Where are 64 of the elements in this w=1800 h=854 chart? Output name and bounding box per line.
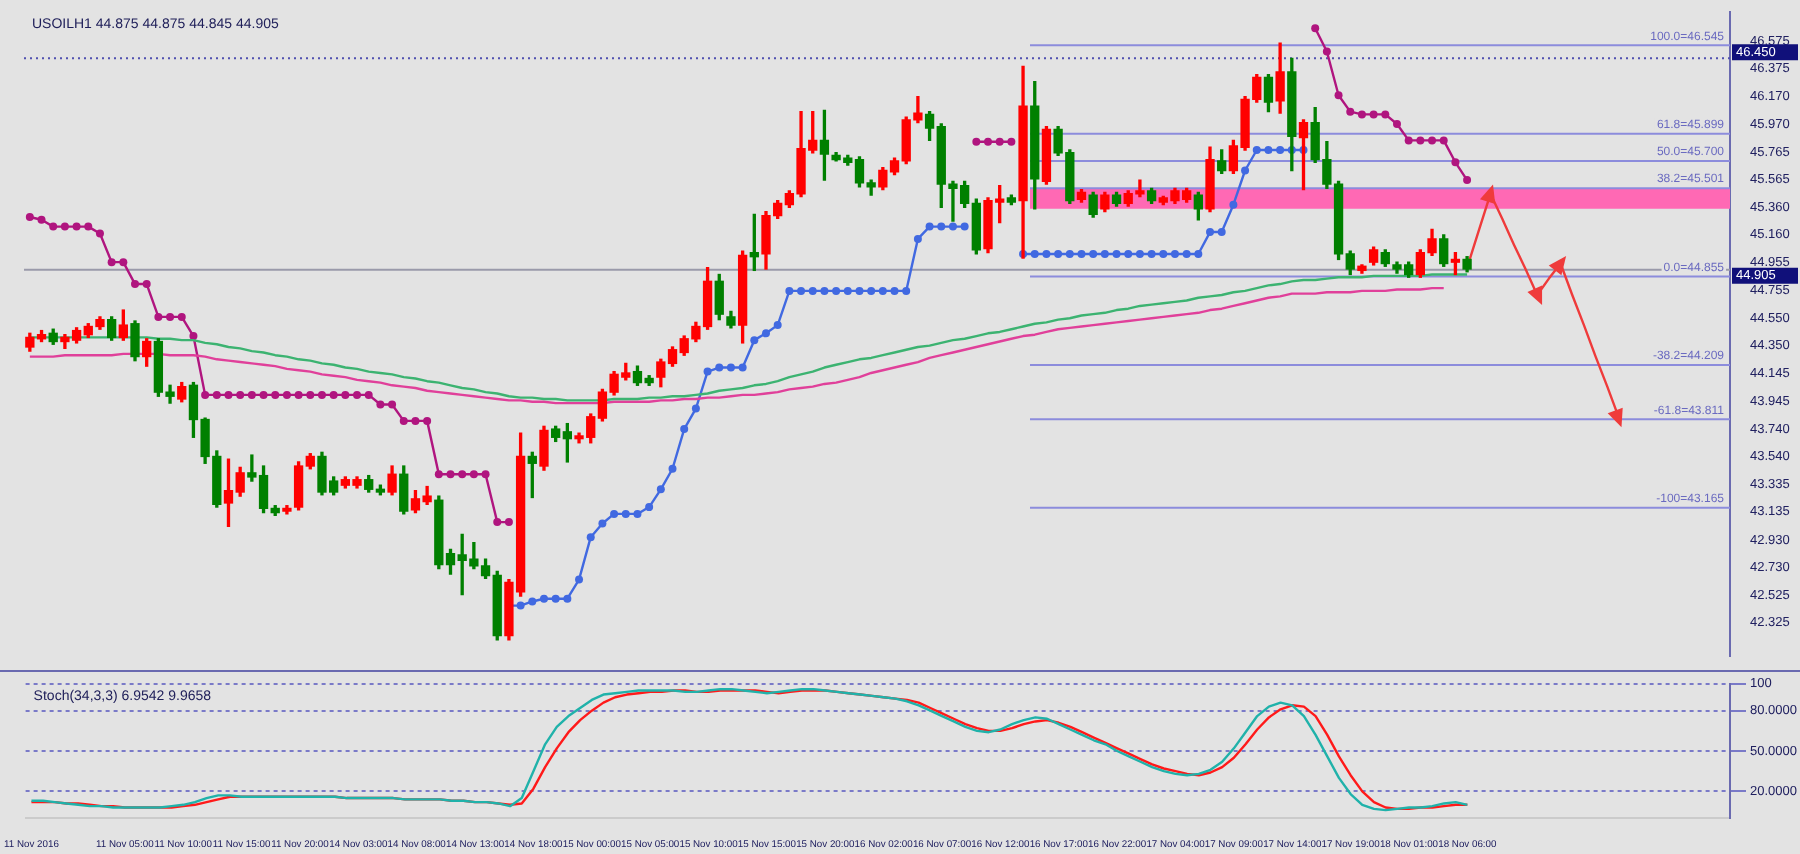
point [481, 470, 490, 479]
point [388, 400, 397, 409]
point [119, 258, 128, 267]
point [1608, 407, 1624, 428]
point [317, 390, 326, 399]
point [142, 280, 151, 289]
point [458, 470, 467, 479]
point [282, 390, 291, 399]
point [1428, 136, 1437, 145]
point [493, 518, 502, 527]
point [423, 416, 432, 425]
point [399, 416, 408, 425]
point [1311, 24, 1320, 33]
point [1404, 136, 1413, 145]
point [1549, 255, 1567, 275]
point [995, 137, 1004, 146]
point [259, 390, 268, 399]
point [1346, 107, 1355, 116]
point [1369, 110, 1378, 119]
point [376, 400, 385, 409]
point [166, 312, 175, 321]
point [411, 416, 420, 425]
point [364, 390, 373, 399]
point [306, 390, 315, 399]
point [294, 390, 303, 399]
point [1381, 110, 1390, 119]
point [1392, 119, 1401, 128]
point [1480, 184, 1496, 204]
point [107, 258, 116, 267]
point [212, 390, 221, 399]
point [972, 137, 981, 146]
point [1451, 158, 1460, 167]
point [49, 222, 58, 231]
point [984, 137, 993, 146]
point [1007, 137, 1016, 146]
point [72, 222, 81, 231]
point [37, 215, 46, 224]
point [84, 222, 93, 231]
point [1334, 91, 1343, 100]
point [1416, 136, 1425, 145]
point [1439, 136, 1448, 145]
point [154, 312, 163, 321]
point [341, 390, 350, 399]
point [1357, 110, 1366, 119]
point [224, 390, 233, 399]
point [353, 390, 362, 399]
point [1526, 284, 1542, 305]
point [446, 470, 455, 479]
point [60, 222, 69, 231]
point [469, 470, 478, 479]
point [247, 390, 256, 399]
point [95, 229, 104, 238]
point [131, 280, 140, 289]
point [1463, 176, 1472, 185]
point [236, 390, 245, 399]
point [271, 390, 280, 399]
point [329, 390, 338, 399]
point [201, 390, 210, 399]
point [177, 312, 186, 321]
point [434, 470, 443, 479]
point [1322, 47, 1331, 56]
point [25, 213, 34, 222]
point [504, 518, 513, 527]
point [189, 332, 198, 341]
